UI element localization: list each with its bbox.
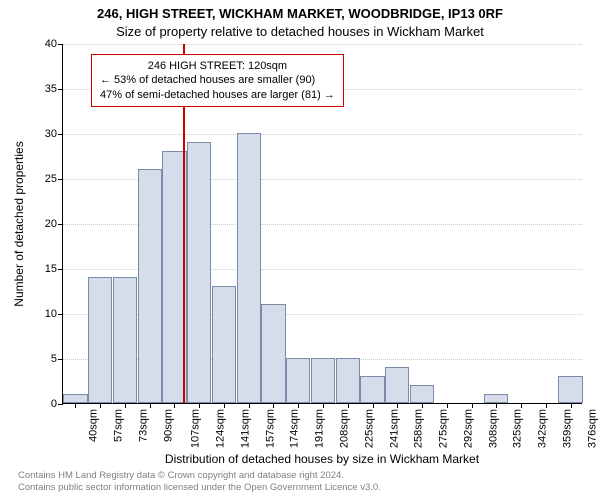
y-tick-mark bbox=[58, 44, 63, 45]
x-tick-mark bbox=[397, 403, 398, 408]
y-tick-label: 25 bbox=[45, 173, 57, 185]
histogram-bar bbox=[138, 169, 162, 403]
x-axis-label: Distribution of detached houses by size … bbox=[62, 452, 582, 466]
x-tick-label: 107sqm bbox=[190, 409, 202, 448]
x-tick-mark bbox=[496, 403, 497, 408]
x-tick-label: 73sqm bbox=[137, 409, 149, 442]
x-tick-label: 241sqm bbox=[388, 409, 400, 448]
histogram-bar bbox=[286, 358, 310, 403]
chart-subtitle: Size of property relative to detached ho… bbox=[0, 24, 600, 39]
chart-title-address: 246, HIGH STREET, WICKHAM MARKET, WOODBR… bbox=[0, 6, 600, 21]
y-tick-mark bbox=[58, 179, 63, 180]
x-tick-label: 124sqm bbox=[215, 409, 227, 448]
y-tick-mark bbox=[58, 269, 63, 270]
x-tick-mark bbox=[298, 403, 299, 408]
histogram-bar bbox=[212, 286, 236, 403]
histogram-bar bbox=[187, 142, 211, 403]
x-tick-mark bbox=[100, 403, 101, 408]
x-tick-mark bbox=[472, 403, 473, 408]
y-tick-mark bbox=[58, 359, 63, 360]
x-tick-label: 376sqm bbox=[586, 409, 598, 448]
x-tick-mark bbox=[373, 403, 374, 408]
x-tick-mark bbox=[546, 403, 547, 408]
histogram-bar bbox=[237, 133, 261, 403]
x-tick-mark bbox=[174, 403, 175, 408]
x-tick-mark bbox=[125, 403, 126, 408]
x-tick-label: 342sqm bbox=[537, 409, 549, 448]
reference-annotation-box: 246 HIGH STREET: 120sqm ← 53% of detache… bbox=[91, 54, 344, 107]
x-tick-label: 208sqm bbox=[339, 409, 351, 448]
footer-line-1: Contains HM Land Registry data © Crown c… bbox=[18, 470, 381, 482]
x-tick-label: 308sqm bbox=[487, 409, 499, 448]
histogram-bar bbox=[360, 376, 384, 403]
x-tick-label: 174sqm bbox=[289, 409, 301, 448]
gridline bbox=[63, 44, 582, 45]
x-tick-mark bbox=[199, 403, 200, 408]
y-tick-label: 35 bbox=[45, 83, 57, 95]
gridline bbox=[63, 134, 582, 135]
histogram-bar bbox=[558, 376, 582, 403]
footer-line-2: Contains public sector information licen… bbox=[18, 482, 381, 494]
y-tick-label: 0 bbox=[51, 398, 57, 410]
x-tick-mark bbox=[323, 403, 324, 408]
y-tick-label: 40 bbox=[45, 38, 57, 50]
footer-attribution: Contains HM Land Registry data © Crown c… bbox=[18, 470, 381, 494]
x-tick-label: 258sqm bbox=[413, 409, 425, 448]
histogram-bar bbox=[63, 394, 87, 403]
y-tick-label: 5 bbox=[51, 353, 57, 365]
x-tick-label: 325sqm bbox=[512, 409, 524, 448]
histogram-bar bbox=[484, 394, 508, 403]
x-tick-mark bbox=[273, 403, 274, 408]
x-tick-mark bbox=[75, 403, 76, 408]
x-tick-label: 191sqm bbox=[314, 409, 326, 448]
x-tick-label: 40sqm bbox=[88, 409, 100, 442]
histogram-bar bbox=[88, 277, 112, 403]
y-tick-label: 15 bbox=[45, 263, 57, 275]
x-tick-mark bbox=[348, 403, 349, 408]
x-tick-label: 225sqm bbox=[363, 409, 375, 448]
y-tick-mark bbox=[58, 314, 63, 315]
histogram-bar bbox=[113, 277, 137, 403]
x-tick-mark bbox=[150, 403, 151, 408]
x-tick-label: 157sqm bbox=[264, 409, 276, 448]
x-tick-label: 292sqm bbox=[462, 409, 474, 448]
y-tick-label: 30 bbox=[45, 128, 57, 140]
y-tick-mark bbox=[58, 89, 63, 90]
annotation-line-3: 47% of semi-detached houses are larger (… bbox=[100, 88, 335, 102]
y-tick-mark bbox=[58, 224, 63, 225]
annotation-line-2: ← 53% of detached houses are smaller (90… bbox=[100, 73, 335, 87]
histogram-bar bbox=[410, 385, 434, 403]
y-tick-label: 10 bbox=[45, 308, 57, 320]
histogram-bar bbox=[261, 304, 285, 403]
y-tick-mark bbox=[58, 404, 63, 405]
x-tick-mark bbox=[521, 403, 522, 408]
x-tick-label: 57sqm bbox=[113, 409, 125, 442]
x-tick-mark bbox=[224, 403, 225, 408]
histogram-bar bbox=[311, 358, 335, 403]
x-tick-mark bbox=[422, 403, 423, 408]
x-tick-label: 275sqm bbox=[438, 409, 450, 448]
x-tick-mark bbox=[571, 403, 572, 408]
annotation-line-1: 246 HIGH STREET: 120sqm bbox=[100, 59, 335, 73]
x-tick-mark bbox=[447, 403, 448, 408]
x-tick-mark bbox=[249, 403, 250, 408]
y-axis-label: Number of detached properties bbox=[12, 44, 26, 404]
histogram-bar bbox=[385, 367, 409, 403]
y-tick-mark bbox=[58, 134, 63, 135]
x-tick-label: 141sqm bbox=[240, 409, 252, 448]
x-tick-label: 90sqm bbox=[162, 409, 174, 442]
y-tick-label: 20 bbox=[45, 218, 57, 230]
histogram-plot-area: 051015202530354040sqm57sqm73sqm90sqm107s… bbox=[62, 44, 582, 404]
histogram-bar bbox=[336, 358, 360, 403]
x-tick-label: 359sqm bbox=[561, 409, 573, 448]
